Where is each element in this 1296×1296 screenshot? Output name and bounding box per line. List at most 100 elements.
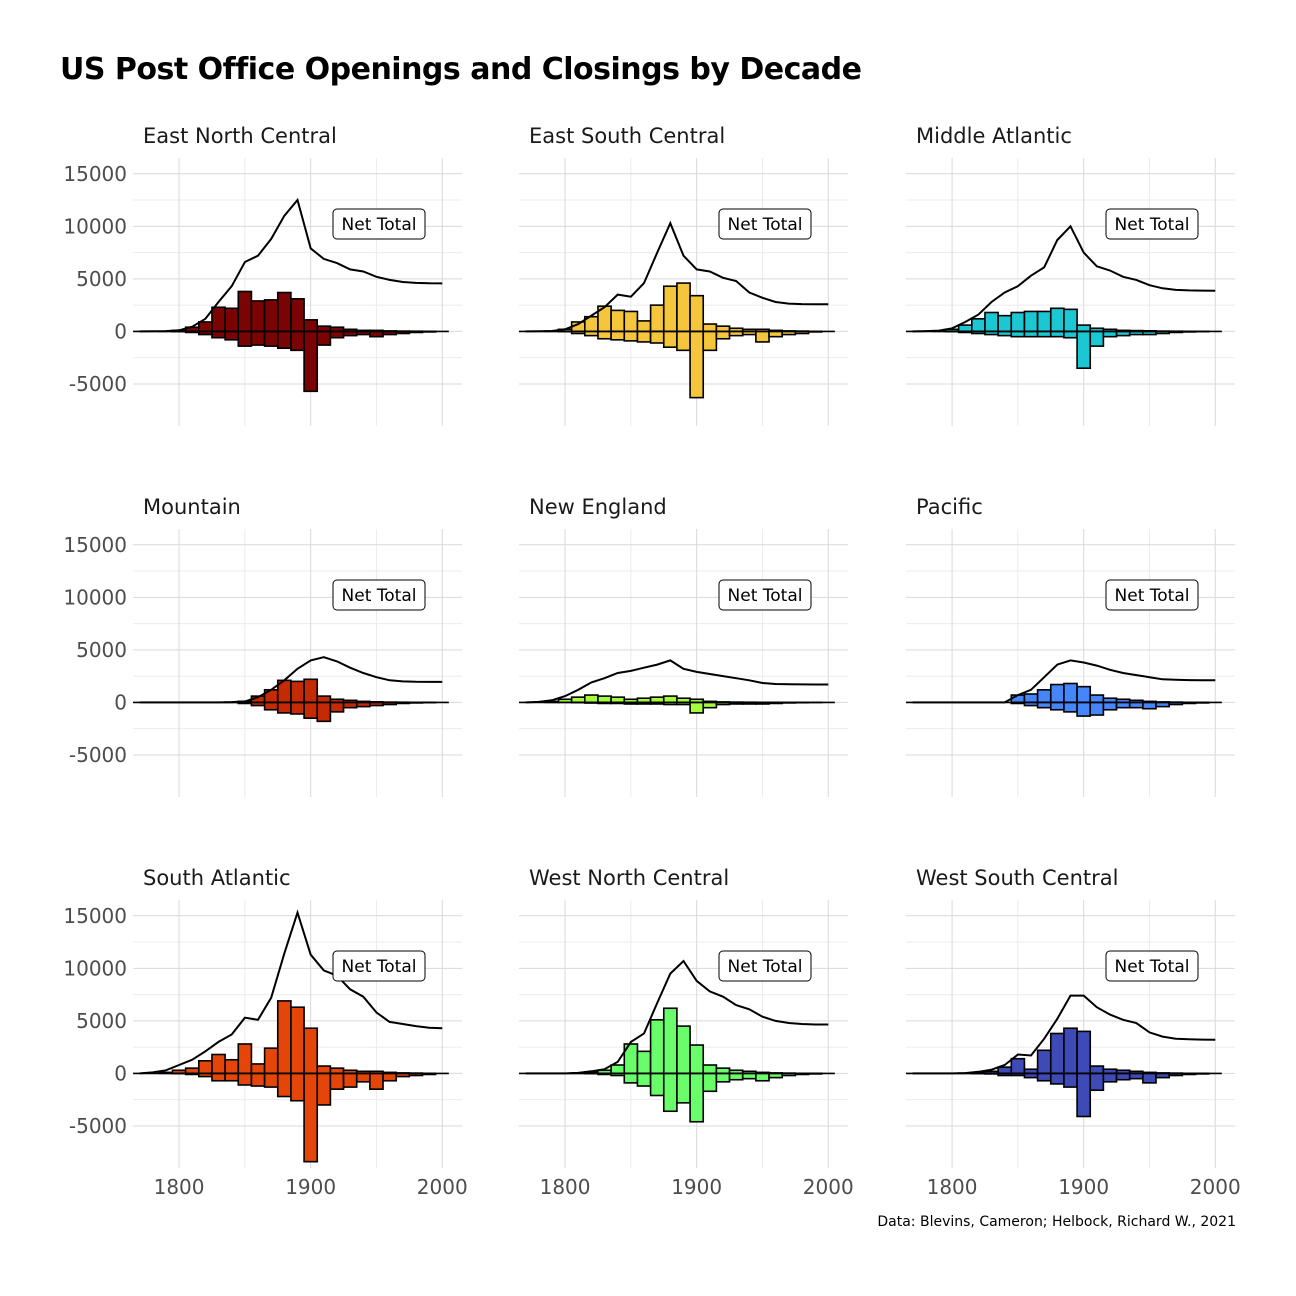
closing-bar <box>1089 701 1105 716</box>
x-tick-label: 2000 <box>417 1175 468 1199</box>
closing-bar <box>689 1072 705 1123</box>
closing-bar <box>290 701 305 715</box>
closing-bar <box>237 330 253 347</box>
opening-bar <box>1049 307 1065 333</box>
panel-title: Middle Atlantic <box>916 124 1072 148</box>
y-tick-label: 10000 <box>63 585 127 609</box>
opening-bar <box>276 291 292 333</box>
closing-bar <box>755 330 770 343</box>
opening-bar <box>1023 693 1039 704</box>
facet-panel: Mountain -5000 0 5000 10000 15000 Net Total <box>63 495 462 797</box>
net-total-label: Net Total <box>1115 215 1190 235</box>
closing-bar <box>237 1072 253 1086</box>
opening-bar <box>1063 308 1078 333</box>
closing-bar <box>1076 701 1092 717</box>
net-total-label-box <box>718 950 812 982</box>
closing-bar <box>263 701 279 711</box>
net-total-label-box <box>332 579 426 611</box>
opening-bar <box>997 1066 1013 1075</box>
panel-title: West South Central <box>916 866 1118 890</box>
net-total-label-box <box>1105 579 1199 611</box>
net-total-line <box>525 659 829 704</box>
facet-panel: South Atlantic -5000 0 5000 10000 15000 1800 19… <box>63 866 467 1199</box>
net-total-label-box <box>718 579 812 611</box>
closing-bar <box>263 330 279 347</box>
panel-title: West North Central <box>529 866 729 890</box>
closing-bar <box>689 330 705 399</box>
opening-bar <box>198 321 213 333</box>
x-tick-label: 1800 <box>927 1175 978 1199</box>
closing-bar <box>329 1072 345 1090</box>
opening-bar <box>702 1064 718 1075</box>
net-total-label: Net Total <box>728 957 803 977</box>
x-tick-label: 1800 <box>154 1175 205 1199</box>
page-title: US Post Office Openings and Closings by … <box>60 52 862 87</box>
closing-bar <box>316 330 332 346</box>
closing-bar <box>276 330 292 350</box>
opening-bar <box>583 694 599 704</box>
y-tick-label: 5000 <box>76 1009 127 1033</box>
net-total-line <box>139 656 443 704</box>
opening-bar <box>623 310 639 333</box>
opening-bar <box>303 1027 319 1075</box>
facet-panel: New England Net Total <box>519 495 848 797</box>
opening-bar <box>997 314 1013 333</box>
closing-bar <box>649 330 665 344</box>
closing-bar <box>689 701 705 714</box>
closing-bar <box>1142 701 1157 710</box>
opening-bar <box>984 311 999 333</box>
closing-bar <box>276 1072 292 1098</box>
opening-bar <box>250 300 266 333</box>
closing-bar <box>662 1072 678 1113</box>
y-tick-label: -5000 <box>69 1114 127 1138</box>
net-total-line <box>912 659 1216 704</box>
facet-panel: West North Central 1800 1900 2000 Net Total <box>519 866 854 1199</box>
closing-bar <box>649 1072 665 1097</box>
panel-title: New England <box>529 495 667 519</box>
opening-bar <box>957 324 973 333</box>
closing-bar <box>1076 330 1092 369</box>
closing-bar <box>211 1072 226 1082</box>
closing-bar <box>355 1072 371 1083</box>
y-tick-label: 5000 <box>76 638 127 662</box>
closing-bar <box>316 701 332 723</box>
opening-bar <box>1089 694 1105 704</box>
closing-bar <box>1049 701 1065 711</box>
facet-panel: East South Central Net Total <box>519 124 848 426</box>
closing-bar <box>1063 1072 1078 1088</box>
closing-bar <box>369 1072 384 1090</box>
opening-bar <box>303 319 319 333</box>
opening-bar <box>636 1050 652 1075</box>
net-total-line <box>139 909 443 1075</box>
panel-title: Pacific <box>916 495 983 519</box>
y-tick-label: -5000 <box>69 372 127 396</box>
closing-bar <box>1102 1072 1118 1083</box>
closing-bar <box>636 330 652 343</box>
opening-bar <box>702 323 718 333</box>
opening-bar <box>676 1025 691 1075</box>
closing-bar <box>1049 1072 1065 1085</box>
opening-bar <box>237 290 253 333</box>
closing-bar <box>1115 1072 1131 1081</box>
opening-bar <box>649 304 665 333</box>
opening-bar <box>211 1053 226 1075</box>
net-total-label-box <box>1105 208 1199 240</box>
y-tick-label: 0 <box>114 319 127 343</box>
closing-bar <box>1036 1072 1052 1082</box>
x-tick-label: 1900 <box>1058 1175 1109 1199</box>
closing-bar <box>702 330 718 352</box>
x-tick-label: 1900 <box>671 1175 722 1199</box>
net-total-label-box <box>1105 950 1199 982</box>
opening-bar <box>610 309 626 333</box>
x-tick-label: 2000 <box>1190 1175 1241 1199</box>
closing-bar <box>224 330 240 341</box>
closing-bar <box>597 330 612 340</box>
closing-bar <box>211 330 226 339</box>
closing-bar <box>329 330 345 339</box>
opening-bar <box>224 1058 240 1075</box>
net-total-label: Net Total <box>728 215 803 235</box>
closing-bar <box>676 1072 691 1104</box>
y-tick-label: 10000 <box>63 956 127 980</box>
closing-bar <box>715 1072 731 1083</box>
